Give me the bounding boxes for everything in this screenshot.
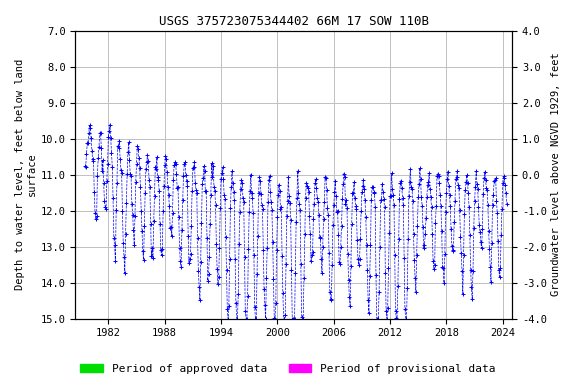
Bar (491, 319, 510, 328)
Title: USGS 375723075344402 66M 17 SOW 110B: USGS 375723075344402 66M 17 SOW 110B (159, 15, 429, 28)
Legend: Period of approved data, Period of provisional data: Period of approved data, Period of provi… (76, 359, 500, 379)
Y-axis label: Depth to water level, feet below land
surface: Depth to water level, feet below land su… (15, 59, 37, 290)
Bar (78, 319, 491, 328)
Y-axis label: Groundwater level above NGVD 1929, feet: Groundwater level above NGVD 1929, feet (551, 53, 561, 296)
